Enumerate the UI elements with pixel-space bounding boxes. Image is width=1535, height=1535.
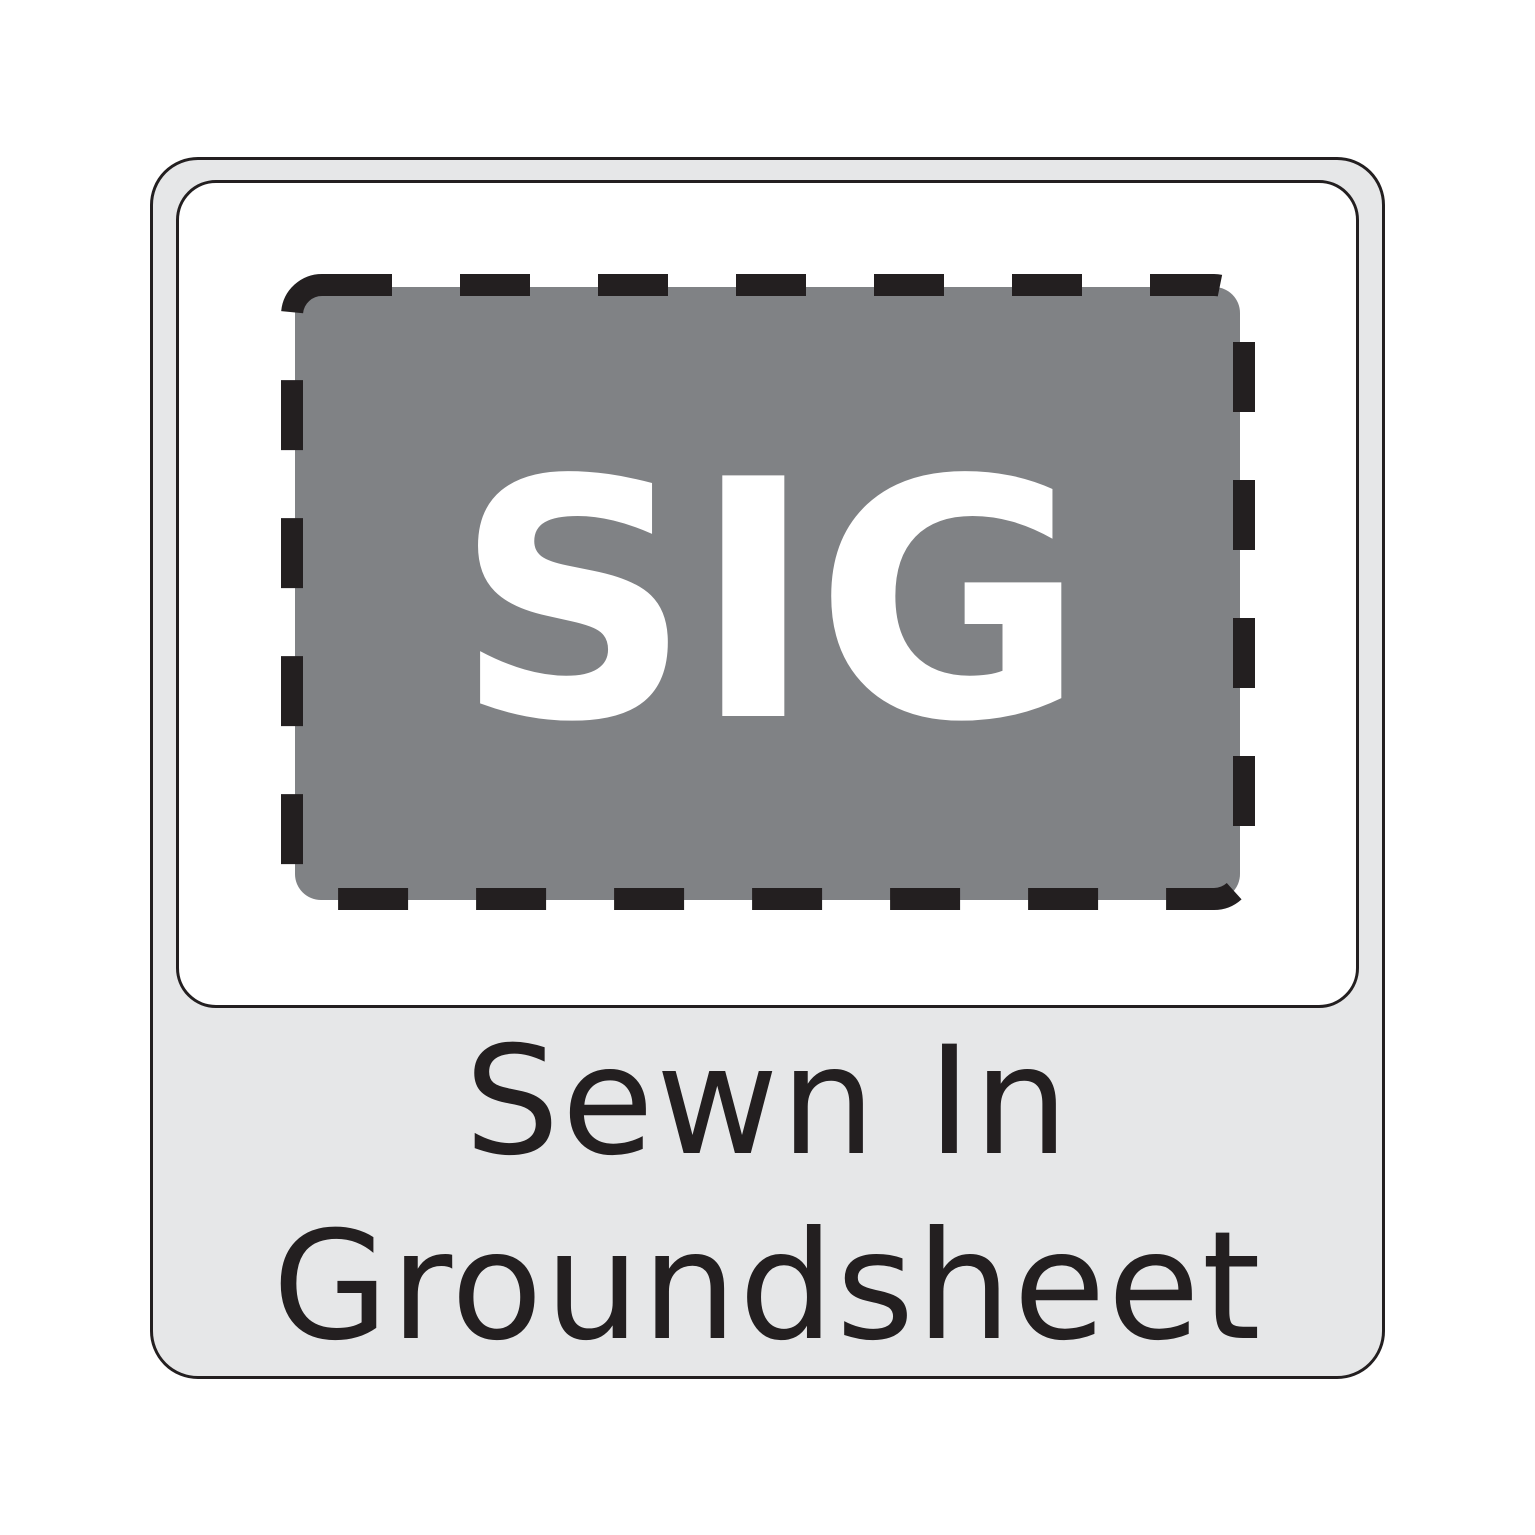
feature-caption: Sewn In Groundsheet	[150, 1015, 1385, 1374]
groundsheet-fill	[295, 287, 1240, 900]
caption-line-1: Sewn In	[464, 1015, 1071, 1189]
sig-label: SIG	[454, 410, 1085, 794]
stitch-border	[281, 274, 1255, 910]
caption-line-2: Groundsheet	[272, 1200, 1263, 1374]
